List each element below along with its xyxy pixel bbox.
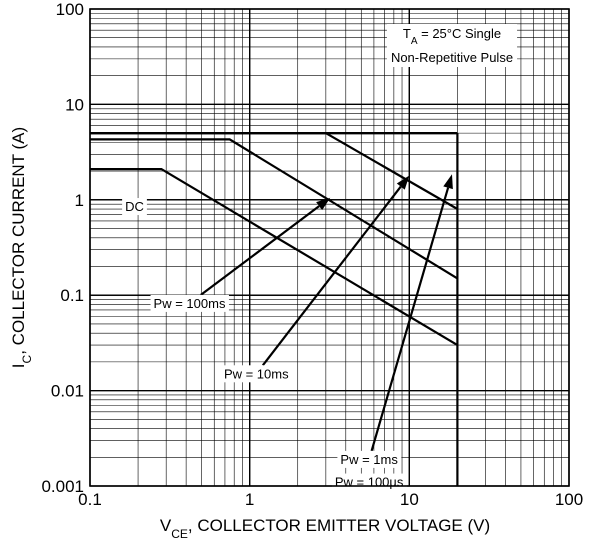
x-axis-title-symbol: V: [160, 516, 172, 535]
y-axis-title-symbol: I: [9, 363, 28, 368]
series-dc: [90, 168, 458, 347]
x-tick-label-0-1: 0.1: [78, 490, 102, 509]
x-axis-title: VCE, COLLECTOR EMITTER VOLTAGE (V): [160, 516, 490, 541]
x-axis-title-subscript: CE: [171, 527, 188, 541]
condition-t: T: [403, 26, 411, 41]
arrow-pw-10ms-head: [396, 175, 410, 190]
label-pw-10ms: Pw = 10ms: [224, 366, 289, 381]
x-tick-label-10: 10: [400, 490, 419, 509]
label-pw-100ms: Pw = 100ms: [154, 296, 226, 311]
y-tick-label-1: 1: [75, 191, 84, 210]
y-tick-label-10: 10: [65, 95, 84, 114]
label-pw-1ms-background: [337, 450, 402, 468]
y-tick-label-0-01: 0.01: [51, 382, 84, 401]
condition-box: TA = 25°C Single Non-Repetitive Pulse: [386, 24, 518, 67]
label-pw-1ms: Pw = 1ms: [340, 452, 398, 467]
condition-line-2: Non-Repetitive Pulse: [391, 50, 513, 65]
arrow-pw-100ms-shaft: [200, 205, 320, 296]
tick-layer: 0.1 1 10 100 0.001 0.01 0.1 1 10 100: [41, 0, 583, 509]
condition-line-1: TA = 25°C Single: [403, 26, 501, 47]
label-pw-100-s-group: Pw = 100µs: [331, 473, 407, 491]
x-tick-label-100: 100: [555, 490, 583, 509]
series-pw-100ms: [90, 138, 458, 280]
y-axis-title-text: , COLLECTOR CURRENT (A): [9, 127, 28, 355]
y-tick-label-100: 100: [56, 0, 84, 19]
label-dc-background: [122, 198, 147, 216]
x-tick-label-1: 1: [245, 490, 254, 509]
arrow-pw-1ms-shaft: [370, 187, 450, 452]
axis-title-layer: VCE, COLLECTOR EMITTER VOLTAGE (V)IC, CO…: [9, 127, 490, 541]
grid-major: [89, 8, 570, 487]
y-axis-title: IC, COLLECTOR CURRENT (A): [9, 127, 34, 368]
condition-background: [386, 24, 518, 67]
arrow-pw-1ms-head: [443, 174, 453, 190]
label-pw-10ms-group: Pw = 10ms: [220, 365, 293, 383]
y-tick-label-0-001: 0.001: [41, 477, 84, 496]
arrow-pw-100ms-head: [316, 197, 331, 211]
label-pw-10ms-background: [220, 365, 293, 383]
label-pw-100ms-background: [150, 294, 229, 312]
label-dc-group: DC: [122, 198, 147, 216]
label-pw-100ms-group: Pw = 100ms: [150, 294, 229, 312]
y-axis-title-subscript: C: [20, 354, 34, 363]
label-dc: DC: [125, 199, 144, 214]
arrow-pw-10ms-shaft: [261, 185, 402, 366]
label-pw-100-s: Pw = 100µs: [335, 475, 404, 490]
label-pw-1ms-group: Pw = 1ms: [337, 450, 402, 468]
condition-subscript: A: [411, 36, 418, 47]
x-axis-title-text: , COLLECTOR EMITTER VOLTAGE (V): [188, 516, 490, 535]
y-tick-label-0-1: 0.1: [60, 286, 84, 305]
condition-temperature: = 25°C Single: [418, 26, 502, 41]
series-layer: [90, 132, 459, 486]
plot-frame: [89, 8, 570, 487]
label-layer: DC Pw = 100ms Pw = 10ms Pw = 1ms Pw = 100µs T…: [122, 24, 518, 491]
grid-minor: [90, 9, 569, 486]
arrow-layer: [200, 174, 453, 452]
